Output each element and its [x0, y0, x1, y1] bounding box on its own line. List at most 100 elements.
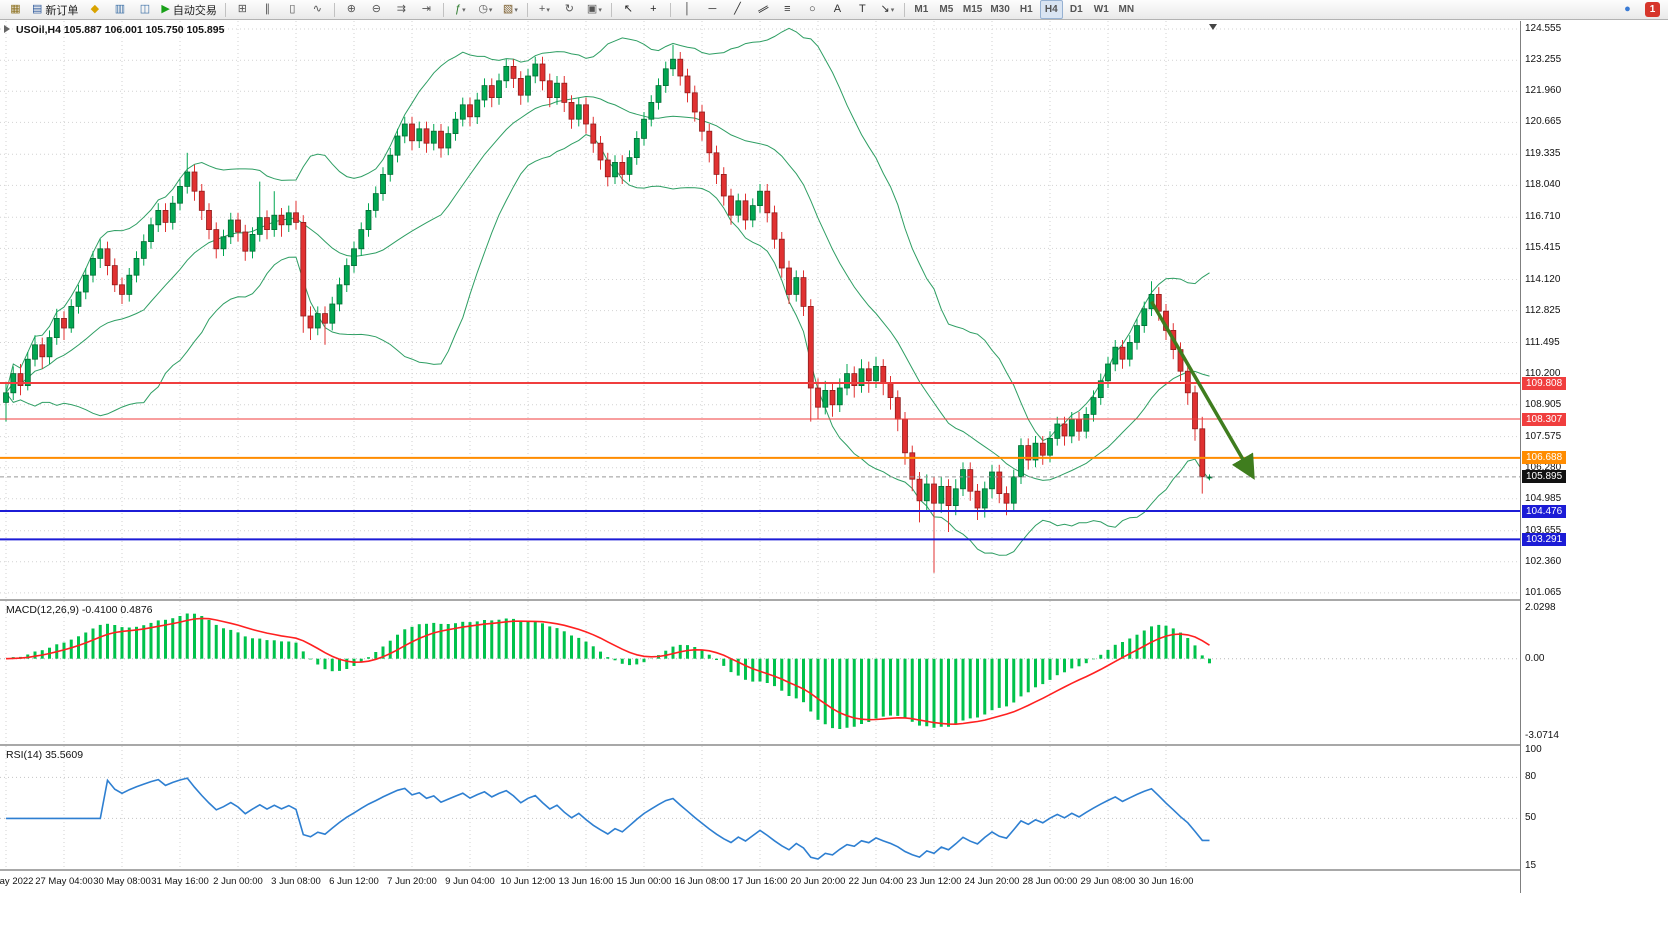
candlestick-chart-icon[interactable]: ▯ [281, 0, 304, 19]
cursor-icon[interactable]: ↖ [617, 0, 640, 19]
toolbar-separator [333, 2, 335, 17]
fibonacci-icon[interactable]: ≡ [776, 0, 799, 19]
market-watch-icon[interactable]: ▥ [108, 0, 131, 19]
text-icon: A [833, 3, 842, 15]
tile-windows-icon[interactable]: ⊞ [231, 0, 254, 19]
channel-icon: ∥ [756, 3, 770, 15]
toolbar-separator [442, 2, 444, 17]
time-label: 27 May 04:00 [35, 876, 93, 887]
time-label: 26 May 2022 [0, 876, 34, 887]
refresh-icon[interactable]: ↻ [558, 0, 581, 19]
panel-splitter[interactable] [0, 744, 1568, 746]
price-tick: 102.360 [1525, 555, 1562, 567]
indicators-icon: ƒ [455, 3, 462, 15]
templates-icon[interactable]: ▧ ▾ [499, 0, 522, 19]
price-tick: 124.555 [1525, 23, 1562, 35]
one-click-trading-toggle[interactable] [4, 25, 10, 33]
tf-m1-button[interactable]: M1 [910, 0, 933, 19]
auto-scroll-icon: ⇉ [396, 3, 406, 15]
notification-badge[interactable]: 1 [1645, 2, 1660, 17]
tf-w1-button[interactable]: W1 [1090, 0, 1113, 19]
line-chart-icon[interactable]: ∿ [306, 0, 329, 19]
rsi-panel[interactable]: RSI(14) 35.5609 [0, 746, 1520, 869]
price-chart-panel[interactable]: USOil,H4 105.887 106.001 105.750 105.895 [0, 21, 1520, 599]
shapes-icon[interactable]: ○ [801, 0, 824, 19]
search-icon[interactable]: ● [1616, 0, 1639, 19]
label-icon[interactable]: T [851, 0, 874, 19]
candlestick-chart-icon: ▯ [289, 3, 296, 15]
price-tick: 118.040 [1525, 179, 1561, 191]
price-level-badge[interactable]: 104.476 [1522, 504, 1567, 518]
macd-panel[interactable]: MACD(12,26,9) -0.4100 0.4876 [0, 601, 1520, 744]
vertical-line-icon[interactable]: │ [676, 0, 699, 19]
tf-h1-button-label: H1 [1019, 4, 1033, 15]
panel-splitter[interactable] [0, 869, 1568, 871]
auto-scroll-icon[interactable]: ⇉ [390, 0, 413, 19]
panel-splitter[interactable] [0, 599, 1568, 601]
price-level-badge[interactable]: 109.808 [1522, 376, 1567, 390]
chevron-down-icon: ▾ [514, 6, 518, 14]
channel-icon[interactable]: ∥ [751, 0, 774, 19]
horizontal-line-icon[interactable]: ─ [701, 0, 724, 19]
time-label: 2 Jun 00:00 [213, 876, 263, 887]
tf-mn-button[interactable]: MN [1115, 0, 1138, 19]
time-label: 28 Jun 00:00 [1022, 876, 1078, 887]
trend-arrow-object[interactable] [1149, 300, 1255, 480]
rsi-tick: 50 [1525, 812, 1537, 824]
toolbar: ▦ ▤ 新订单 ◆ ▥ ◫ ▶ 自动交易 ⊞ ∥ ▯ ∿ ⊕ ⊖ ⇉ ⇥ ƒ ▾ ◷ ▾ ▧ ▾ + ▾ ↻ ▣ ▾ ↖ + │ ─ ╱ ∥ ≡ ○… [0, 0, 1668, 20]
time-label: 7 Jun 20:00 [387, 876, 437, 887]
app-menu-icon: ▦ [10, 3, 21, 15]
arrows-icon[interactable]: ↘ ▾ [876, 0, 899, 19]
price-tick: 123.255 [1525, 54, 1562, 66]
zoom-in-icon[interactable]: ⊕ [340, 0, 363, 19]
screenshot-icon[interactable]: ▣ ▾ [583, 0, 606, 19]
indicators-icon[interactable]: ƒ ▾ [449, 0, 472, 19]
tf-d1-button-label: D1 [1069, 4, 1083, 15]
periods-icon[interactable]: ◷ ▾ [474, 0, 497, 19]
tf-m30-button-label: M30 [990, 4, 1010, 15]
zoom-out-icon: ⊖ [371, 3, 381, 15]
chart-shift-marker[interactable] [1209, 24, 1217, 30]
new-chart-icon[interactable]: + ▾ [533, 0, 556, 19]
data-window-icon[interactable]: ◫ [133, 0, 156, 19]
macd-signal-line [5, 617, 1210, 726]
tf-m5-button[interactable]: M5 [935, 0, 958, 19]
new-order-button[interactable]: ▤ 新订单 [29, 0, 81, 19]
vertical-line-icon: │ [683, 3, 691, 15]
trendline-icon: ╱ [734, 3, 741, 15]
time-label: 13 Jun 16:00 [558, 876, 614, 887]
macd-histogram [11, 613, 1211, 729]
crosshair-icon[interactable]: + [642, 0, 665, 19]
bar-chart-icon: ∥ [264, 3, 271, 15]
price-level-badge[interactable]: 106.688 [1522, 451, 1567, 465]
time-label: 10 Jun 12:00 [500, 876, 556, 887]
templates-icon: ▧ [502, 3, 514, 15]
time-label: 17 Jun 16:00 [732, 876, 788, 887]
periods-icon: ◷ [478, 3, 488, 15]
trendline-icon[interactable]: ╱ [726, 0, 749, 19]
fibonacci-icon: ≡ [784, 3, 791, 15]
tf-h4-button[interactable]: H4 [1039, 0, 1063, 19]
tile-windows-icon: ⊞ [237, 3, 247, 15]
time-label: 3 Jun 08:00 [271, 876, 321, 887]
chevron-down-icon: ▾ [488, 6, 493, 14]
price-level-badge[interactable]: 108.307 [1522, 412, 1567, 426]
bar-chart-icon[interactable]: ∥ [256, 0, 279, 19]
chart-window[interactable]: USOil,H4 105.887 106.001 105.750 105.895… [0, 21, 1668, 893]
profiles-icon[interactable]: ◆ [83, 0, 106, 19]
app-menu-icon[interactable]: ▦ [4, 0, 27, 19]
tf-m30-button[interactable]: M30 [987, 0, 1012, 19]
text-icon[interactable]: A [826, 0, 849, 19]
chart-shift-icon[interactable]: ⇥ [415, 0, 438, 19]
macd-tick: -3.0714 [1525, 729, 1559, 741]
tf-h1-button[interactable]: H1 [1015, 0, 1038, 19]
price-level-badge[interactable]: 103.291 [1522, 532, 1567, 546]
tf-m15-button[interactable]: M15 [960, 0, 985, 19]
price-axis[interactable]: 124.555 123.255 121.960 120.665 119.335 118.0… [1520, 21, 1668, 893]
tf-d1-button[interactable]: D1 [1065, 0, 1088, 19]
rsi-indicator [0, 746, 1520, 869]
auto-trading-button[interactable]: ▶ 自动交易 [158, 0, 219, 19]
zoom-out-icon[interactable]: ⊖ [365, 0, 388, 19]
chart-shift-icon: ⇥ [421, 3, 431, 15]
